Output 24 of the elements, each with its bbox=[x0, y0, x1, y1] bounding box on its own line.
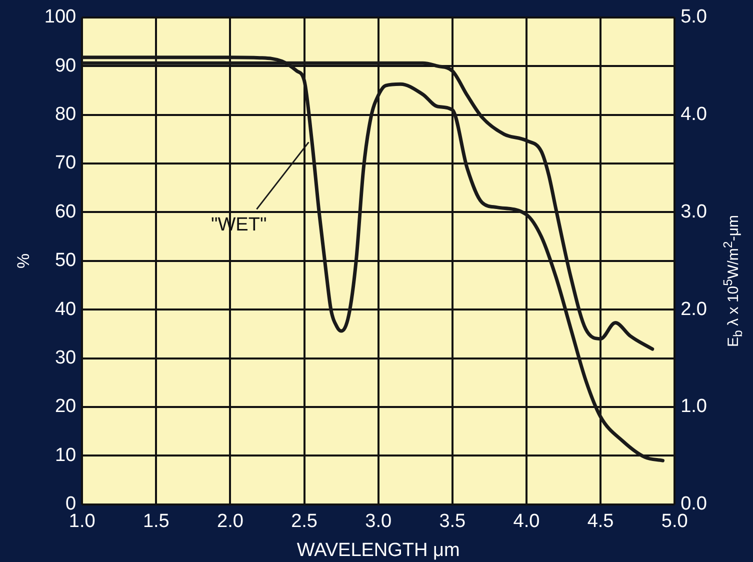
y2-tick-label: 3.0 bbox=[680, 201, 708, 222]
y-tick-label: 50 bbox=[54, 250, 76, 272]
y-tick-label: 80 bbox=[54, 104, 76, 126]
x-tick-label: 2.5 bbox=[291, 511, 318, 532]
y-tick-label: 90 bbox=[54, 55, 76, 76]
y2-tick-label: 5.0 bbox=[680, 6, 708, 28]
y-axis-title: % bbox=[14, 253, 33, 268]
y-tick-label: 60 bbox=[54, 201, 76, 222]
x-tick-label: 3.0 bbox=[365, 511, 392, 532]
y-tick-label: 100 bbox=[44, 6, 76, 28]
x-axis-title: WAVELENGTH μm bbox=[296, 540, 460, 561]
x-tick-label: 4.5 bbox=[587, 511, 614, 532]
y-tick-label: 40 bbox=[54, 298, 76, 320]
x-tick-label: 4.0 bbox=[513, 511, 540, 532]
y-tick-label: 30 bbox=[54, 348, 76, 369]
y-tick-label: 70 bbox=[54, 152, 76, 174]
y2-tick-label: 4.0 bbox=[680, 104, 708, 126]
y2-tick-label: 2.0 bbox=[680, 298, 708, 320]
y-tick-label: 20 bbox=[54, 396, 76, 418]
y-tick-label: 10 bbox=[54, 444, 76, 466]
x-tick-label: 2.0 bbox=[217, 511, 244, 532]
y2-tick-label: 1.0 bbox=[680, 396, 708, 418]
x-tick-label: 1.5 bbox=[142, 511, 170, 532]
x-tick-label: 3.5 bbox=[439, 511, 466, 532]
